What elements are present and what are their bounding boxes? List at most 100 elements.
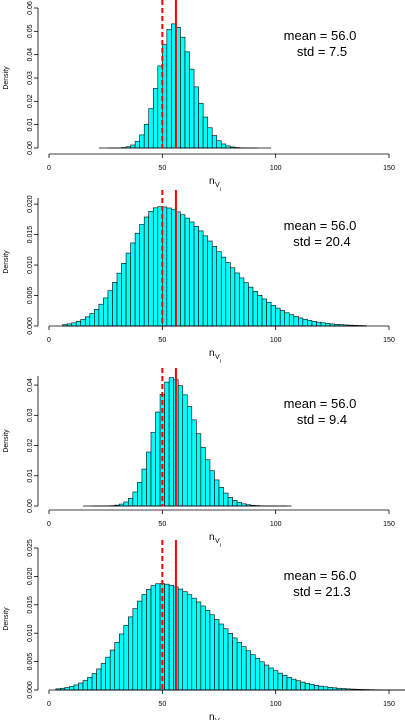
histogram-bar (146, 452, 151, 506)
histogram-bar (316, 322, 321, 326)
histogram-bar (287, 677, 292, 690)
x-axis-label-main: n (209, 348, 215, 359)
stats-mean-text: mean = 56.0 (284, 28, 357, 43)
histogram-bar (208, 128, 213, 148)
y-tick-label: 0.00 (27, 141, 34, 155)
histogram-bar (92, 674, 97, 690)
histogram-bar (192, 598, 197, 690)
x-tick-label: 50 (158, 701, 166, 708)
stats-std-text: std = 9.4 (297, 412, 347, 427)
histogram-bar (219, 624, 224, 690)
x-tick-label: 0 (47, 521, 51, 528)
histogram-bar (190, 222, 195, 326)
histogram-bar (128, 617, 133, 690)
histogram-bar (212, 136, 217, 148)
y-tick-label: 0.005 (27, 653, 34, 671)
y-tick-label: 0.04 (27, 378, 34, 392)
y-tick-label: 0.01 (27, 118, 34, 132)
histogram-bar (151, 432, 156, 506)
x-tick-label: 50 (158, 521, 166, 528)
histogram-bar (237, 642, 242, 690)
stats-std-text: std = 20.4 (293, 234, 350, 249)
y-tick-label: 0.020 (27, 568, 34, 586)
histogram-bars (92, 378, 287, 506)
x-axis-label-subsub: i (220, 543, 221, 549)
histogram-bar (239, 278, 244, 326)
histogram-bar (253, 291, 258, 326)
histogram-bar (124, 625, 129, 690)
histogram-bar (233, 638, 238, 690)
histogram-bar (149, 109, 154, 148)
histogram-bar (217, 252, 222, 326)
y-tick-label: 0.015 (27, 596, 34, 614)
histogram-bar (88, 677, 93, 690)
x-axis-label-subsub: i (220, 359, 221, 365)
histogram-bar (122, 263, 127, 326)
histogram-bar (78, 683, 83, 690)
histogram-bar (276, 308, 281, 326)
histogram-bar (144, 217, 149, 326)
histogram-bar (298, 318, 303, 326)
x-tick-label: 0 (47, 337, 51, 344)
histogram-bar (196, 602, 201, 690)
x-axis-label-main: n (209, 532, 215, 543)
histogram-bar (156, 584, 161, 690)
y-tick-label: 0.02 (27, 439, 34, 453)
histogram-bar (106, 657, 111, 690)
histogram-bar (187, 595, 192, 690)
histogram-bar (246, 651, 251, 690)
histogram-bar (167, 29, 172, 148)
histogram-bar (101, 663, 106, 690)
stats-mean-text: mean = 56.0 (284, 568, 357, 583)
histogram-bar (235, 273, 240, 326)
histogram-bar (126, 253, 131, 326)
histogram-bar (85, 317, 90, 326)
y-axis-label: Density (3, 429, 10, 453)
y-tick-label: 0.05 (27, 24, 34, 38)
histogram-bar (292, 679, 297, 690)
histogram-bars (108, 24, 258, 148)
x-tick-label: 100 (270, 521, 282, 528)
histogram-bar (110, 650, 115, 690)
histogram-bar (278, 673, 283, 690)
x-axis-label-main: n (209, 176, 215, 187)
stats-std-text: std = 21.3 (293, 584, 350, 599)
histogram-bar (219, 487, 224, 506)
histogram-bar (201, 606, 206, 690)
histogram-bar (323, 687, 328, 690)
histogram-bar (258, 295, 263, 326)
histogram-bar (203, 236, 208, 326)
histogram-bar (210, 615, 215, 690)
histogram-bar (149, 211, 154, 326)
stats-std-text: std = 7.5 (297, 44, 347, 59)
histogram-bar (165, 382, 170, 506)
histogram-bar (208, 241, 213, 326)
histogram-bar (72, 323, 77, 326)
histogram-bar (156, 412, 161, 506)
histogram-bar (137, 601, 142, 690)
x-tick-label: 100 (270, 337, 282, 344)
histogram-bar (242, 647, 247, 690)
y-tick-label: 0.06 (27, 1, 34, 15)
x-tick-label: 100 (270, 701, 282, 708)
histogram-bar (262, 299, 267, 326)
histogram-bar (74, 685, 79, 690)
x-tick-label: 50 (158, 337, 166, 344)
histogram-bar (205, 460, 210, 506)
x-axis-label-main: n (209, 712, 215, 720)
histogram-bar (144, 124, 149, 148)
histogram-bar (212, 246, 217, 326)
histogram-bar (183, 592, 188, 690)
histogram-bar (153, 88, 158, 148)
histogram-bar (303, 319, 308, 326)
histogram-bar (321, 323, 326, 326)
histogram-bar (133, 492, 138, 506)
histogram-bar (151, 586, 156, 690)
histogram-bar (108, 291, 113, 326)
histogram-bar (169, 378, 174, 506)
